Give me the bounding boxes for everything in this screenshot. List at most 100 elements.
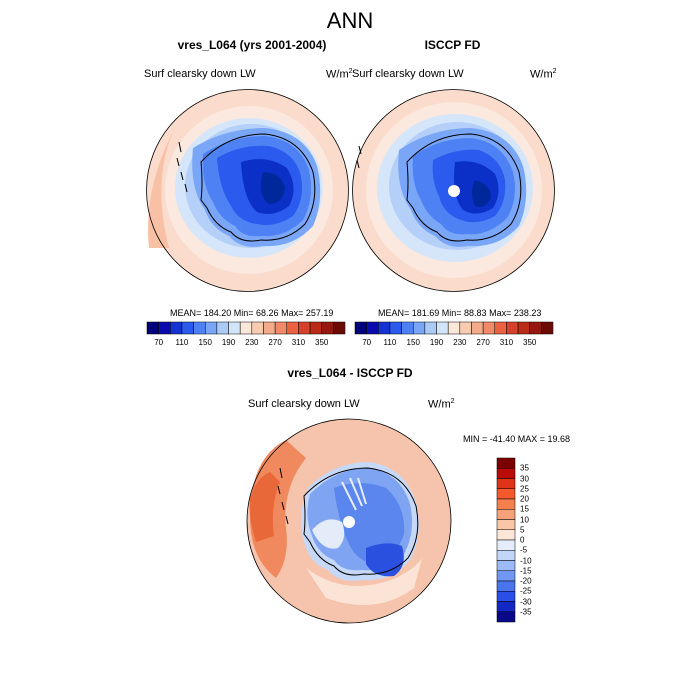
panel2-pole-hole	[448, 185, 460, 197]
panel1-south-america-coast	[176, 141, 188, 193]
cbar-top-2-swatch-1	[366, 321, 379, 335]
cbar-top-2-swatch-5	[412, 321, 426, 335]
cbar-top-2-swatch-16	[541, 321, 554, 335]
cbar-diff-label: 25	[520, 484, 529, 494]
panel3-warm-region-strong	[249, 472, 280, 542]
cbar-top-2-swatch-15	[529, 321, 542, 335]
panel2-polar-map	[352, 89, 555, 292]
cbar-top-1-swatch-6	[216, 321, 229, 335]
cbar-top-1-label: 270	[268, 338, 282, 347]
cbar-top-2-label: 310	[499, 338, 514, 347]
cbar-diff-label: -35	[520, 607, 532, 617]
panel1-ice-core	[261, 172, 285, 204]
cbar-top-1-swatch-10	[263, 321, 276, 335]
cbar-diff-swatch-15	[496, 611, 516, 623]
cbar-top-1-swatch-8	[239, 321, 253, 335]
panel1-title: vres_L064 (yrs 2001-2004)	[177, 38, 327, 52]
panel3-coastline	[303, 467, 419, 576]
panel1-units-label: W/m2	[326, 68, 353, 81]
cbar-top-1-swatch-15	[321, 321, 334, 335]
panel3-pole-hole	[343, 516, 355, 528]
cbar-top-2-swatch-2	[378, 321, 391, 335]
cbar-diff-swatch-9	[496, 550, 516, 561]
cbar-diff-label: -30	[520, 597, 532, 606]
panel2-stats: MEAN= 181.69 Min= 88.83 Max= 238.23	[378, 308, 542, 318]
panel1-variable-label: Surf clearsky down LW	[144, 68, 256, 80]
cbar-top-2-swatch-0	[354, 321, 367, 335]
cbar-top-2-label: 190	[429, 338, 444, 347]
cbar-top-1-label: 190	[221, 338, 236, 347]
panel3-south-america-coast	[277, 467, 289, 525]
cbar-diff-label: 15	[520, 504, 529, 514]
cbar-top-2-swatch-12	[494, 321, 507, 335]
cbar-diff-label: 5	[520, 525, 525, 535]
cbar-diff-swatch-14	[496, 601, 516, 612]
cbar-diff-swatch-6	[496, 519, 516, 530]
cbar-top-2-label: 270	[476, 338, 490, 347]
panel3-title: vres_L064 - ISCCP FD	[287, 366, 413, 380]
panel1-polar-map	[146, 89, 349, 292]
cbar-top-1-swatch-2	[170, 321, 183, 335]
cbar-top-2-swatch-14	[517, 321, 530, 335]
cbar-diff-swatch-13	[496, 591, 516, 602]
cbar-diff-swatch-11	[496, 570, 516, 582]
cbar-top-1-swatch-0	[146, 321, 159, 335]
cbar-top-1-swatch-14	[309, 321, 322, 335]
cbar-top-2-swatch-11	[482, 321, 496, 335]
cbar-top-1-swatch-16	[333, 321, 346, 335]
cbar-top-1-swatch-11	[274, 321, 288, 335]
cbar-top-1-label: 230	[245, 338, 259, 347]
cbar-diff-swatch-3	[496, 488, 516, 500]
panel1-coastline	[200, 133, 316, 242]
panel2-colorbar	[354, 321, 554, 335]
panel2-units-label: W/m2	[530, 68, 557, 81]
panel3-polar-map	[246, 418, 452, 624]
cbar-top-1-swatch-12	[286, 321, 299, 335]
panel2-coastline	[406, 133, 522, 242]
cbar-top-2-label: 350	[523, 338, 537, 347]
cbar-top-2-swatch-9	[459, 321, 472, 335]
cbar-top-1-label: 70	[154, 338, 164, 347]
cbar-diff-label: 20	[520, 494, 529, 504]
cbar-diff-label: -10	[520, 556, 532, 565]
cbar-top-1-swatch-3	[181, 321, 194, 335]
cbar-diff-label: -20	[520, 576, 532, 586]
panel2-title: ISCCP FD	[424, 38, 481, 52]
panel1-stats: MEAN= 184.20 Min= 68.26 Max= 257.19	[170, 308, 334, 318]
cbar-diff-label: 35	[520, 463, 529, 473]
cbar-diff-label: -25	[520, 586, 532, 596]
cbar-diff-swatch-10	[496, 560, 516, 571]
cbar-top-1-swatch-9	[251, 321, 264, 335]
panel3-near-zero-patch	[312, 519, 345, 549]
cbar-top-1-label: 110	[175, 338, 189, 347]
panel3-colorbar	[496, 457, 516, 623]
cbar-diff-label: 10	[520, 515, 529, 524]
cbar-diff-swatch-5	[496, 509, 516, 520]
cbar-top-2-label: 110	[383, 338, 397, 347]
panel3-warm-region	[250, 440, 306, 578]
cbar-diff-swatch-0	[496, 457, 516, 469]
cbar-top-1-swatch-5	[204, 321, 218, 335]
cbar-top-2-swatch-4	[401, 321, 414, 335]
cbar-top-2-swatch-3	[389, 321, 402, 335]
cbar-top-2-swatch-6	[424, 321, 437, 335]
cbar-top-1-label: 310	[291, 338, 306, 347]
panel3-units-label: W/m2	[428, 398, 455, 411]
cbar-top-2-swatch-7	[436, 321, 449, 335]
cbar-top-2-swatch-10	[471, 321, 484, 335]
panel3-stats: MIN = -41.40 MAX = 19.68	[463, 434, 571, 444]
cbar-diff-swatch-4	[496, 498, 516, 510]
panel2-ice-core	[472, 180, 491, 207]
panel3-streaks	[341, 477, 367, 511]
cbar-top-2-label: 150	[406, 338, 420, 347]
main-title: ANN	[326, 8, 374, 33]
panel1-colorbar-labels: 70 110 150 190 230 270 310 350	[147, 338, 345, 350]
cbar-top-2-swatch-8	[447, 321, 461, 335]
cbar-diff-label: -15	[520, 566, 532, 576]
cbar-diff-swatch-12	[496, 580, 516, 592]
panel3-variable-label: Surf clearsky down LW	[248, 398, 360, 410]
cbar-top-2-swatch-13	[506, 321, 519, 335]
cbar-diff-label: -5	[520, 545, 528, 555]
cbar-diff-label: 30	[520, 474, 529, 483]
cbar-top-1-swatch-7	[228, 321, 241, 335]
